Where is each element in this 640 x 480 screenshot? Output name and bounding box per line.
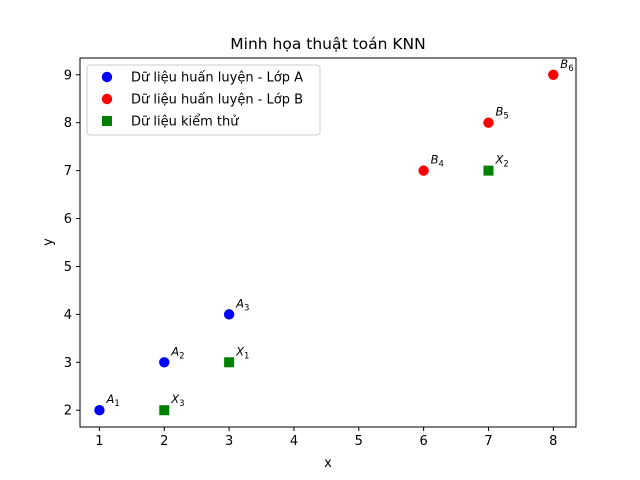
point-annotation: A2 [170,344,184,361]
y-tick-label: 3 [64,356,72,371]
x-tick-label: 5 [355,434,363,449]
x-tick-label: 1 [95,434,103,449]
y-axis-label: y [41,238,56,246]
point-annotation-subscript: 3 [179,399,184,409]
class-b-point-marker [418,165,429,176]
x-tick-label: 6 [419,434,427,449]
class-a-point-marker [159,357,170,368]
y-tick-label: 2 [64,404,72,419]
test-point-marker [159,405,170,416]
x-tick-label: 3 [225,434,233,449]
legend: Dữ liệu huấn luyện - Lớp A Dữ liệu huấn l… [86,64,321,136]
chart-title: Minh họa thuật toán KNN [230,35,425,53]
y-tick-label: 9 [64,68,72,83]
point-annotation: B5 [495,105,508,122]
point-annotation: X3 [170,392,184,409]
point-annotation-subscript: 4 [439,160,444,170]
point-annotation-subscript: 1 [244,351,249,361]
y-tick-label: 6 [64,212,72,227]
point-annotation-letter: A [105,392,114,406]
legend-marker-class-a [101,71,113,83]
legend-entry-label: Dữ liệu huấn luyện - Lớp A [131,71,303,86]
point-annotation-letter: A [170,344,179,358]
legend-entry-label: Dữ liệu kiểm thử [131,115,239,130]
x-tick-label: 4 [290,434,298,449]
y-tick-label: 7 [64,164,72,179]
point-annotation-subscript: 1 [114,399,119,409]
plot-frame [79,57,577,428]
class-b-point-marker [483,117,494,128]
test-point-marker [224,357,235,368]
class-a-point-marker [223,309,235,320]
point-annotation-subscript: 2 [179,351,184,361]
point-annotation: A3 [235,296,249,313]
y-tick-label: 8 [64,116,72,131]
class-b-point-marker [548,69,559,80]
point-annotation-letter: X [494,153,504,167]
point-annotation: B6 [560,57,573,74]
test-point-marker [483,165,494,176]
point-annotation-letter: A [235,296,244,310]
point-annotation-subscript: 5 [503,112,508,122]
legend-marker-class-b [101,93,113,105]
point-annotation-subscript: 2 [503,160,508,170]
point-annotation: X2 [494,153,508,170]
point-annotation-letter: B [495,105,503,119]
legend-entry-label: Dữ liệu huấn luyện - Lớp B [131,93,303,108]
point-annotation-letter: B [431,153,439,167]
x-tick-label: 7 [484,434,492,449]
point-annotation-subscript: 3 [244,303,249,313]
legend-marker-test [102,116,112,126]
point-annotation-letter: X [235,344,245,358]
x-tick-label: 8 [549,434,557,449]
y-tick-label: 4 [64,308,72,323]
legend-box [86,64,321,136]
x-tick-label: 2 [160,434,168,449]
point-annotation-letter: X [170,392,180,406]
point-annotation: A1 [105,392,119,409]
y-tick-label: 5 [64,260,72,275]
point-annotation: B4 [431,153,444,170]
point-annotation-subscript: 6 [568,64,573,74]
point-annotation-letter: B [560,57,568,71]
class-a-point-marker [94,405,105,416]
point-annotation: X1 [235,344,249,361]
x-axis-label: x [324,456,332,471]
